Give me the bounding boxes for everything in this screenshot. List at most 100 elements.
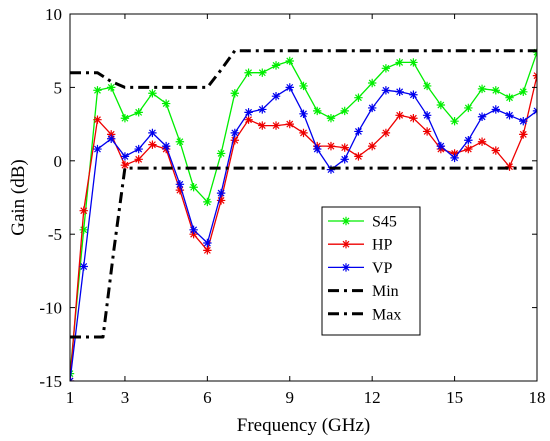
legend-label-hp: HP	[372, 237, 393, 254]
data-point-hp	[134, 155, 142, 163]
data-point-s45	[93, 86, 101, 94]
data-point-vp	[217, 189, 225, 197]
data-point-vp	[409, 91, 417, 99]
data-point-vp	[203, 239, 211, 247]
data-point-hp	[382, 129, 390, 137]
data-point-vp	[478, 113, 486, 121]
data-point-vp	[505, 111, 513, 119]
data-point-hp	[327, 142, 335, 150]
data-point-hp	[341, 143, 349, 151]
data-point-s45	[134, 108, 142, 116]
data-point-vp	[176, 180, 184, 188]
x-tick-label: 1	[66, 388, 75, 407]
data-point-s45	[107, 83, 115, 91]
data-point-s45	[231, 89, 239, 97]
legend-label-max: Max	[372, 306, 401, 323]
data-point-vp	[492, 105, 500, 113]
legend-marker-vp	[342, 263, 350, 271]
data-point-vp	[313, 145, 321, 153]
data-point-s45	[423, 82, 431, 90]
data-point-hp	[478, 138, 486, 146]
data-point-vp	[93, 145, 101, 153]
data-point-vp	[162, 142, 170, 150]
data-point-s45	[299, 82, 307, 90]
data-point-hp	[272, 121, 280, 129]
data-point-hp	[80, 207, 88, 215]
data-point-s45	[368, 79, 376, 87]
data-point-s45	[272, 61, 280, 69]
data-point-vp	[107, 135, 115, 143]
data-point-vp	[231, 129, 239, 137]
data-point-vp	[341, 155, 349, 163]
data-point-vp	[423, 111, 431, 119]
y-tick-label: -5	[48, 225, 62, 244]
x-tick-label: 6	[203, 388, 212, 407]
data-point-hp	[368, 142, 376, 150]
data-point-vp	[519, 117, 527, 125]
data-point-vp	[121, 152, 129, 160]
data-point-hp	[286, 120, 294, 128]
x-tick-label: 18	[529, 388, 546, 407]
data-point-vp	[437, 142, 445, 150]
data-point-s45	[80, 226, 88, 234]
x-tick-label: 9	[286, 388, 295, 407]
data-point-s45	[492, 86, 500, 94]
data-point-hp	[148, 140, 156, 148]
legend-label-min: Min	[372, 283, 399, 300]
data-point-vp	[258, 105, 266, 113]
data-point-s45	[313, 107, 321, 115]
x-tick-label: 15	[446, 388, 463, 407]
data-point-hp	[423, 127, 431, 135]
data-point-hp	[354, 152, 362, 160]
data-point-s45	[382, 64, 390, 72]
data-point-s45	[217, 149, 225, 157]
y-tick-label: 5	[54, 78, 63, 97]
data-point-s45	[464, 104, 472, 112]
data-point-s45	[450, 117, 458, 125]
data-point-s45	[437, 101, 445, 109]
data-point-vp	[299, 110, 307, 118]
data-point-s45	[203, 198, 211, 206]
data-point-vp	[368, 104, 376, 112]
data-point-s45	[176, 138, 184, 146]
data-point-hp	[258, 121, 266, 129]
data-point-hp	[395, 111, 403, 119]
legend-box	[322, 207, 420, 335]
x-tick-label: 3	[121, 388, 130, 407]
data-point-hp	[203, 246, 211, 254]
legend: S45 HP VP Min Max	[322, 207, 420, 335]
data-point-hp	[519, 130, 527, 138]
data-point-vp	[189, 226, 197, 234]
data-point-vp	[134, 145, 142, 153]
legend-label-s45: S45	[372, 214, 397, 231]
data-point-s45	[395, 58, 403, 66]
legend-label-vp: VP	[372, 260, 393, 277]
data-point-vp	[80, 262, 88, 270]
y-axis-label: Gain (dB)	[8, 159, 29, 236]
data-point-vp	[286, 83, 294, 91]
data-point-vp	[450, 154, 458, 162]
data-point-s45	[478, 85, 486, 93]
y-tick-label: 0	[54, 152, 63, 171]
data-point-vp	[148, 129, 156, 137]
y-tick-label: -10	[39, 299, 62, 318]
legend-marker-s45	[342, 217, 350, 225]
data-point-vp	[464, 136, 472, 144]
y-tick-label: -15	[39, 372, 62, 391]
data-point-hp	[492, 146, 500, 154]
data-point-s45	[286, 57, 294, 65]
x-axis-label: Frequency (GHz)	[237, 415, 370, 436]
data-point-hp	[464, 145, 472, 153]
data-point-hp	[93, 115, 101, 123]
data-point-s45	[354, 93, 362, 101]
data-point-s45	[162, 99, 170, 107]
data-point-s45	[189, 183, 197, 191]
legend-marker-hp	[342, 240, 350, 248]
data-point-vp	[272, 92, 280, 100]
data-point-hp	[121, 161, 129, 169]
data-point-vp	[382, 86, 390, 94]
data-point-s45	[519, 88, 527, 96]
data-point-hp	[409, 114, 417, 122]
data-point-s45	[409, 58, 417, 66]
data-point-s45	[121, 114, 129, 122]
